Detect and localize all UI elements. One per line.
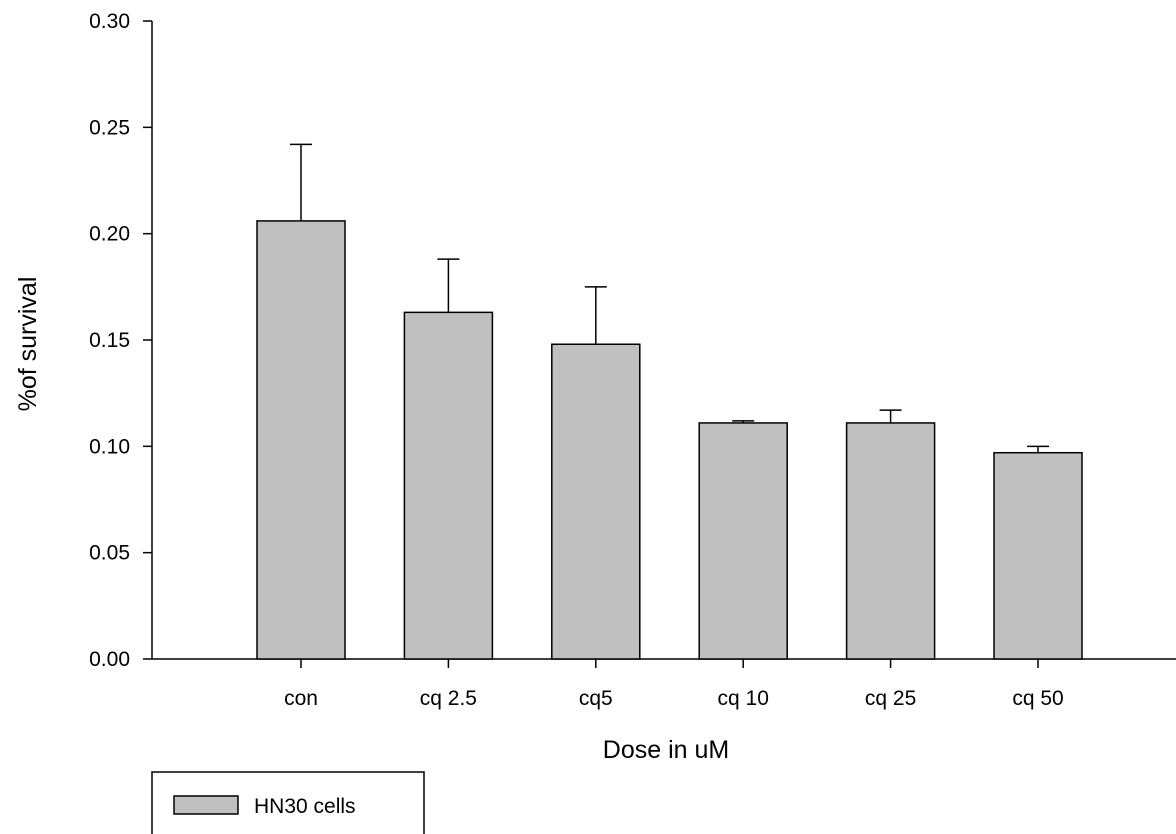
bar-series-hn30-cells	[256, 220, 1083, 660]
y-tick-label: 0.20	[89, 223, 130, 246]
y-tick-label: 0.15	[89, 329, 130, 352]
legend-swatch	[173, 795, 239, 815]
bar	[256, 220, 346, 660]
bar	[403, 311, 494, 660]
y-tick-label: 0.10	[89, 435, 130, 458]
bar	[551, 343, 641, 660]
x-tick-label: cq 50	[1012, 687, 1063, 710]
y-tick-label: 0.05	[89, 542, 130, 565]
x-tick-label: cq 25	[865, 687, 916, 710]
x-tick-label: cq 2.5	[420, 687, 477, 710]
y-axis-title: %of survival	[14, 277, 42, 412]
bar	[698, 422, 788, 660]
x-axis: con cq 2.5 cq5 cq 10 cq 25 cq 50	[152, 658, 1176, 710]
error-bars	[290, 143, 1049, 453]
y-tick-label: 0.30	[89, 10, 130, 33]
x-tick-label: con	[284, 687, 318, 710]
legend-label: HN30 cells	[254, 795, 356, 818]
y-tick-label: 0.00	[89, 648, 130, 671]
y-tick-label: 0.25	[89, 116, 130, 139]
x-tick-label: cq5	[579, 687, 613, 710]
x-axis-title: Dose in uM	[603, 736, 729, 764]
bar	[845, 422, 936, 660]
legend: HN30 cells	[151, 771, 425, 834]
legend-frame	[151, 771, 425, 834]
y-axis: 0.00 0.05 0.10 0.15 0.20 0.25 0.30	[89, 10, 153, 671]
bar	[993, 451, 1083, 660]
x-tick-label: cq 10	[718, 687, 769, 710]
